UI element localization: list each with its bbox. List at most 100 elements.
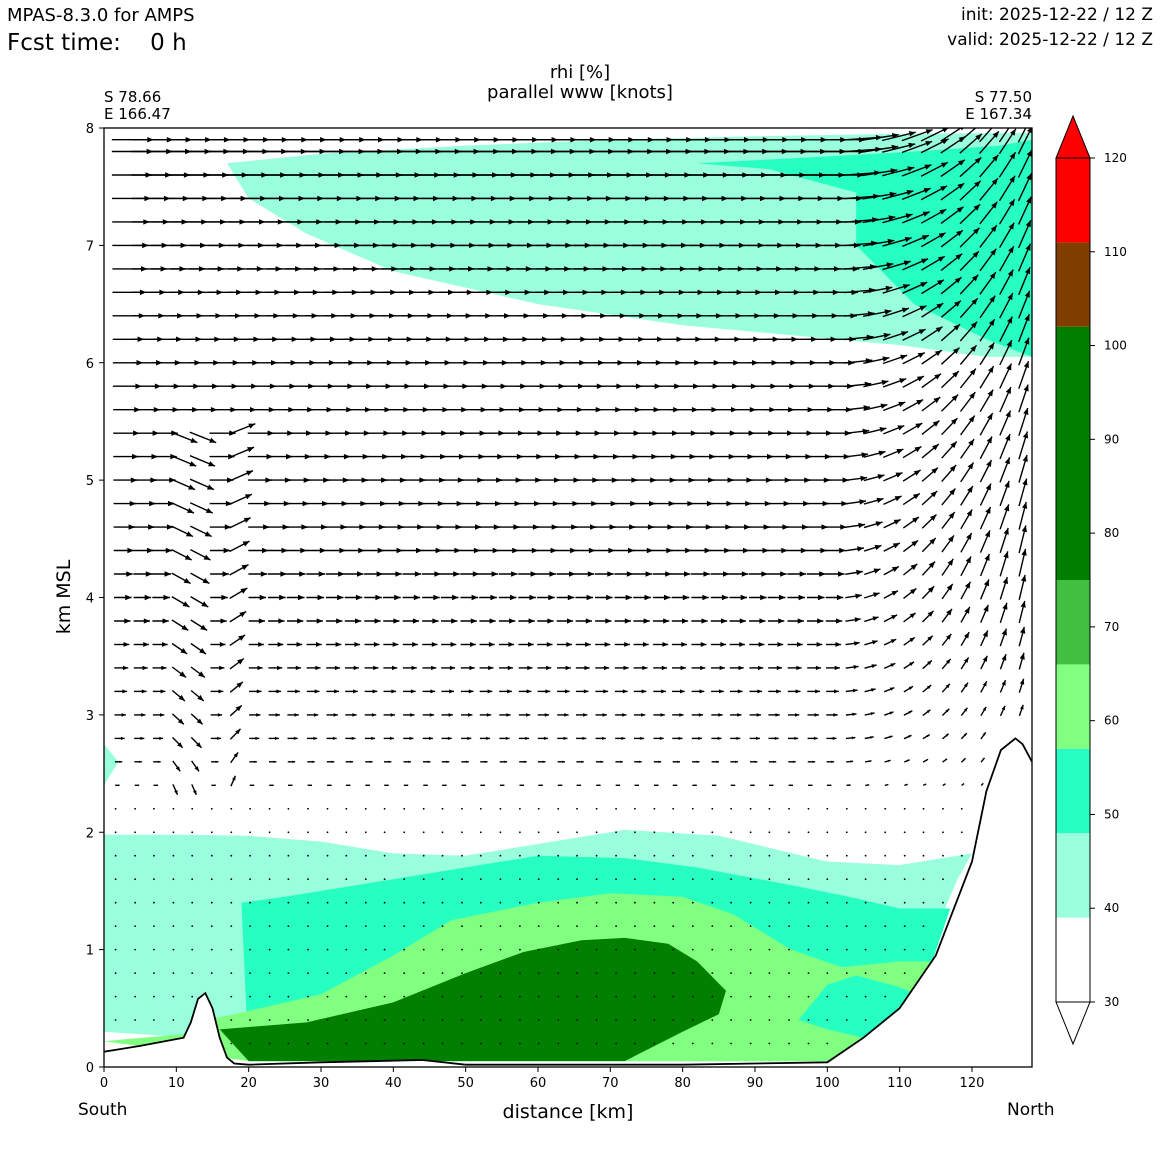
wind-vector-head bbox=[888, 760, 891, 762]
wind-vector-head bbox=[1005, 434, 1011, 441]
wind-vector-head bbox=[121, 713, 126, 717]
wind-vector-head bbox=[550, 547, 557, 554]
wind-vector bbox=[884, 854, 887, 857]
wind-vector bbox=[788, 831, 790, 834]
wind-vector-head bbox=[313, 736, 318, 740]
wind-vector bbox=[345, 995, 348, 998]
colorbar-segment bbox=[1056, 917, 1090, 1002]
wind-vector-head bbox=[987, 389, 994, 397]
wind-vector bbox=[383, 925, 386, 927]
wind-vector-head bbox=[661, 665, 668, 671]
wind-vector-head bbox=[983, 579, 989, 587]
wind-vector bbox=[557, 878, 560, 881]
wind-vector bbox=[922, 807, 925, 810]
wind-vector-head bbox=[392, 665, 398, 671]
wind-vector-head bbox=[624, 618, 631, 624]
wind-vector-head bbox=[737, 689, 743, 694]
wind-vector-head bbox=[237, 658, 244, 665]
wind-vector-head bbox=[720, 642, 727, 647]
wind-vector-head bbox=[618, 784, 621, 786]
wind-vector bbox=[576, 807, 578, 810]
wind-vector bbox=[691, 1042, 694, 1045]
wind-vector bbox=[788, 948, 790, 951]
wind-vector bbox=[884, 807, 887, 810]
wind-vector-head bbox=[986, 460, 992, 467]
wind-vector-head bbox=[963, 657, 969, 663]
wind-vector-head bbox=[1022, 455, 1028, 462]
wind-vector bbox=[826, 878, 829, 881]
wind-vector-head bbox=[948, 512, 955, 519]
wind-vector-head bbox=[315, 665, 321, 671]
wind-vector-head bbox=[290, 784, 293, 786]
wind-vector-head bbox=[1019, 652, 1025, 660]
wind-vector-head bbox=[586, 594, 594, 601]
wind-vector-head bbox=[706, 500, 714, 507]
wind-vector bbox=[345, 1019, 348, 1021]
wind-vector bbox=[537, 831, 540, 834]
wind-vector bbox=[326, 878, 329, 881]
wind-vector bbox=[519, 901, 521, 904]
wind-vector bbox=[903, 901, 906, 904]
wind-vector bbox=[864, 878, 867, 881]
wind-vector-head bbox=[798, 594, 805, 601]
wind-vector-head bbox=[967, 462, 974, 470]
wind-vector-head bbox=[778, 618, 785, 624]
wind-vector bbox=[615, 1019, 617, 1021]
wind-vector-head bbox=[544, 736, 548, 740]
wind-vector-head bbox=[217, 736, 221, 740]
wind-vector bbox=[422, 925, 425, 927]
wind-vector-head bbox=[506, 713, 511, 717]
wind-vector bbox=[134, 972, 137, 974]
wind-vector bbox=[807, 878, 810, 881]
wind-vector-head bbox=[889, 711, 894, 715]
colorbar-segment bbox=[1056, 833, 1090, 918]
wind-vector-head bbox=[193, 790, 197, 795]
wind-vector-head bbox=[892, 543, 900, 549]
wind-vector-head bbox=[783, 500, 790, 507]
wind-vector-head bbox=[378, 524, 386, 530]
wind-vector bbox=[634, 1019, 636, 1021]
wind-vector bbox=[249, 1019, 252, 1021]
wind-vector bbox=[537, 1019, 540, 1021]
wind-vector bbox=[864, 901, 867, 904]
wind-vector-head bbox=[318, 571, 326, 577]
wind-vector bbox=[788, 972, 790, 974]
wind-vector bbox=[788, 878, 790, 881]
wind-vector bbox=[826, 1042, 829, 1045]
wind-vector-head bbox=[507, 689, 512, 694]
wind-vector-head bbox=[912, 493, 920, 500]
wind-vector bbox=[422, 831, 425, 834]
model-name: MPAS-8.3.0 for AMPS bbox=[7, 5, 195, 26]
wind-vector-head bbox=[411, 665, 417, 671]
wind-vector-head bbox=[629, 524, 636, 530]
wind-vector bbox=[364, 831, 367, 834]
wind-vector-head bbox=[189, 461, 197, 467]
wind-vector-head bbox=[277, 665, 283, 671]
wind-vector-head bbox=[940, 162, 948, 168]
wind-vector-head bbox=[119, 760, 123, 763]
wind-vector-head bbox=[296, 642, 303, 647]
left-end-label: South bbox=[78, 1100, 128, 1120]
wind-vector bbox=[191, 995, 194, 998]
wind-vector bbox=[479, 854, 482, 857]
wind-vector bbox=[557, 854, 560, 857]
wind-vector bbox=[749, 878, 752, 881]
wind-vector-head bbox=[295, 689, 300, 694]
wind-vector-head bbox=[263, 524, 270, 530]
wind-vector-head bbox=[974, 157, 982, 164]
wind-vector bbox=[326, 831, 329, 834]
wind-vector-head bbox=[430, 689, 436, 694]
wind-vector-head bbox=[337, 594, 344, 601]
wind-vector-head bbox=[495, 500, 502, 507]
wind-vector-head bbox=[901, 331, 908, 337]
wind-vector-head bbox=[664, 594, 671, 601]
wind-vector-head bbox=[390, 736, 394, 740]
colorbar-tick-label: 100 bbox=[1104, 339, 1127, 353]
wind-vector-head bbox=[647, 524, 655, 530]
wind-vector-head bbox=[680, 665, 686, 671]
wind-vector-head bbox=[831, 760, 835, 763]
wind-vector-head bbox=[795, 689, 801, 694]
wind-vector bbox=[230, 854, 233, 857]
wind-vector bbox=[884, 972, 887, 974]
wind-vector-head bbox=[571, 524, 578, 530]
